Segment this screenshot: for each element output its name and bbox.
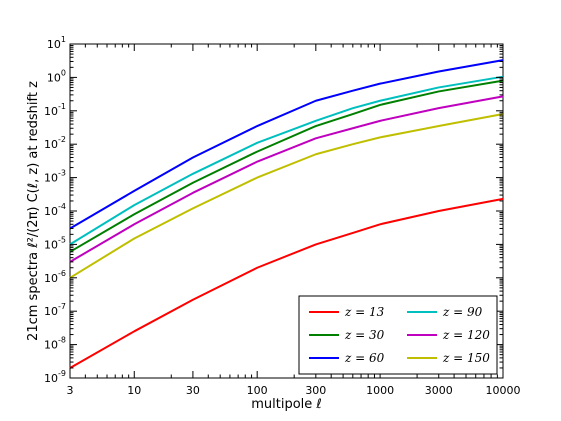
series-line-3: [69, 75, 504, 246]
x-tick-label: 3: [67, 384, 74, 397]
legend-label: z = 120: [442, 328, 490, 342]
y-tick-label: 101: [47, 35, 66, 51]
series-line-4: [69, 95, 504, 263]
x-tick-label: 3000: [425, 384, 453, 397]
y-tick-label: 10-6: [44, 269, 66, 285]
x-tick-label: 30: [186, 384, 200, 397]
legend: z = 13 z = 90 z = 30 z = 120 z = 60 z = 150: [298, 295, 498, 375]
x-tick-label: 10000: [486, 384, 521, 397]
y-tick-label: 10-9: [44, 369, 66, 385]
ticks-layer: [69, 43, 504, 379]
x-tick-label: 10: [127, 384, 141, 397]
legend-label: z = 60: [344, 351, 385, 365]
series-line-1: [69, 79, 504, 253]
series-line-5: [69, 113, 504, 279]
y-tick-label: 10-3: [44, 169, 66, 185]
y-tick-label: 10-8: [44, 336, 66, 352]
y-tick-label: 10-1: [44, 102, 66, 118]
y-tick-label: 10-2: [44, 135, 66, 151]
x-tick-label: 1000: [366, 384, 394, 397]
plot-area: [69, 43, 504, 379]
y-tick-labels: 10-9 10-8 10-7 10-6 10-5 10-4 10-3 10-2 10-1 100 1…: [44, 35, 66, 385]
y-axis-label: 21cm spectra ℓ²/(2π) C(ℓ, z) at redshift…: [26, 81, 41, 341]
legend-label: z = 150: [442, 351, 490, 365]
y-tick-label: 10-5: [44, 235, 66, 251]
series-layer: [69, 59, 504, 369]
series-line-0: [69, 197, 504, 369]
y-tick-label: 100: [47, 68, 66, 84]
y-tick-label: 10-4: [44, 202, 66, 218]
legend-label: z = 90: [442, 305, 483, 319]
x-tick-label: 100: [247, 384, 268, 397]
x-tick-labels: 3 10 30 100 300 1000 3000 10000: [67, 384, 521, 397]
series-line-2: [69, 59, 504, 230]
y-tick-label: 10-7: [44, 302, 66, 318]
x-tick-label: 300: [305, 384, 326, 397]
legend-label: z = 13: [344, 305, 385, 319]
legend-label: z = 30: [344, 328, 385, 342]
x-axis-label: multipole ℓ: [251, 397, 322, 412]
